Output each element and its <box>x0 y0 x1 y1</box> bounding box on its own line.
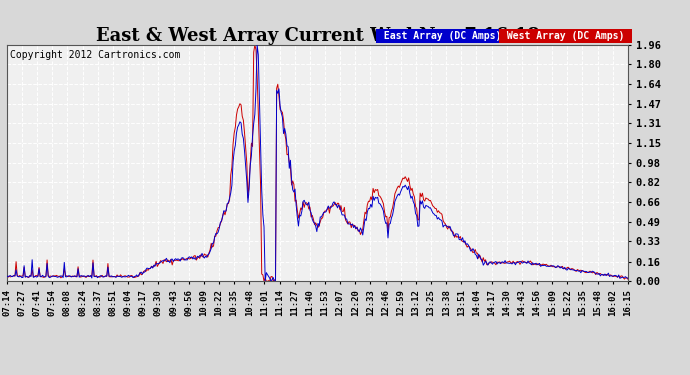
Title: East & West Array Current Wed Nov 7 16:18: East & West Array Current Wed Nov 7 16:1… <box>95 27 540 45</box>
Text: Copyright 2012 Cartronics.com: Copyright 2012 Cartronics.com <box>10 50 181 60</box>
Text: West Array (DC Amps): West Array (DC Amps) <box>501 32 630 41</box>
Text: East Array (DC Amps): East Array (DC Amps) <box>378 32 507 41</box>
